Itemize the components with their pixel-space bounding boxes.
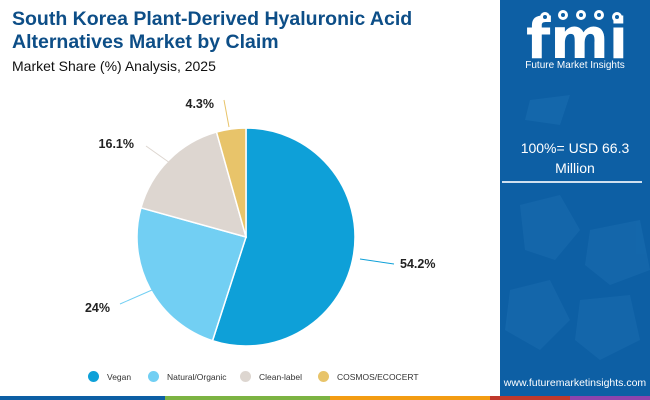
brand-name: Future Market Insights (525, 60, 625, 71)
chart-legend: Vegan Natural/Organic Clean-label COSMOS… (0, 371, 500, 387)
bar-segment (0, 396, 165, 400)
legend-label: Natural/Organic (167, 371, 227, 382)
fmi-logo: fmi (526, 7, 628, 72)
legend-swatch (88, 371, 99, 382)
bar-segment (490, 396, 570, 400)
legend-label: COSMOS/ECOCERT (337, 371, 419, 382)
chart-title: South Korea Plant-Derived Hyaluronic Aci… (12, 8, 413, 53)
legend-item-cosmos-ecocert[interactable]: COSMOS/ECOCERT (318, 371, 419, 382)
pie-slice-natural-organic[interactable] (136, 206, 247, 342)
website-url[interactable]: www.futuremarketinsights.com (503, 377, 647, 389)
pie-slice-vegan[interactable] (211, 127, 356, 347)
bottom-color-bar (0, 396, 650, 400)
leader-line (223, 99, 230, 128)
brand-sidebar: fmi Future Market Insights 100%= USD 66.… (500, 0, 650, 400)
legend-swatch (318, 371, 329, 382)
data-label: 54.2% (400, 257, 435, 271)
sidebar-pattern (505, 95, 650, 360)
pie-chart: 54.2% 24% 16.1% 4.3% (85, 97, 435, 347)
leader-line (145, 145, 171, 164)
chart-subtitle: Market Share (%) Analysis, 2025 (12, 58, 216, 74)
data-label: 16.1% (99, 137, 134, 151)
data-label: 4.3% (186, 97, 215, 111)
legend-swatch (240, 371, 251, 382)
legend-item-vegan[interactable]: Vegan (88, 371, 131, 382)
legend-swatch (148, 371, 159, 382)
legend-label: Clean-label (259, 371, 302, 382)
market-size-text: 100%= USD 66.3 Million (520, 140, 630, 176)
legend-item-natural-organic[interactable]: Natural/Organic (148, 371, 227, 382)
leader-line (119, 289, 153, 305)
bar-segment (330, 396, 490, 400)
legend-item-clean-label[interactable]: Clean-label (240, 371, 302, 382)
divider (502, 181, 642, 183)
bar-segment (570, 396, 650, 400)
pie-slice-cosmos-ecocert[interactable] (215, 127, 247, 238)
leader-line (359, 258, 395, 265)
legend-label: Vegan (107, 371, 132, 382)
pie-slice-clean-label[interactable] (140, 131, 248, 239)
data-label: 24% (85, 301, 110, 315)
bar-segment (165, 396, 330, 400)
